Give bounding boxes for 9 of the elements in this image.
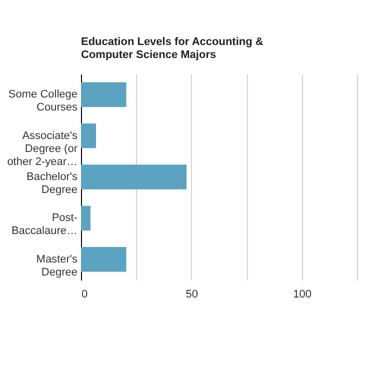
y-tick-label: Associate's Degree (or other 2-year… — [7, 130, 78, 168]
y-tick-label: Bachelor's Degree — [26, 171, 78, 196]
x-tick-label: 100 — [293, 288, 312, 300]
chart-title: Education Levels for Accounting & Computer Science Majors — [81, 36, 264, 61]
x-tick-label: 50 — [186, 288, 198, 300]
y-tick-label: Master's Degree — [36, 253, 78, 278]
y-tick-label: Post-Baccalaure… — [11, 212, 78, 238]
x-tick-label: 0 — [82, 288, 88, 300]
y-tick-label: Some College Courses — [8, 88, 78, 114]
